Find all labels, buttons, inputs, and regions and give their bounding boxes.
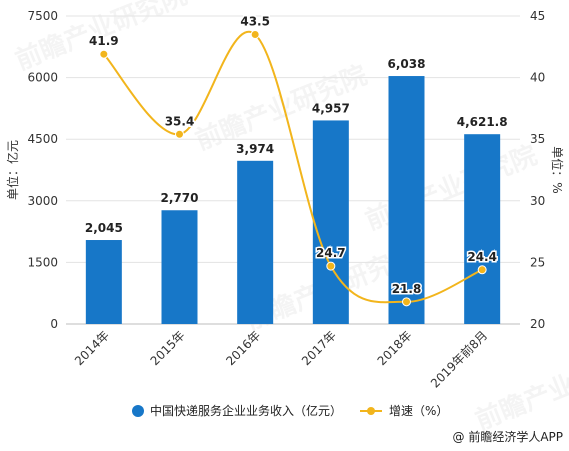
x-tick-label: 2019年前8月 [427,328,490,391]
right-tick-label: 25 [530,255,545,269]
left-tick-label: 7500 [27,9,58,23]
watermark-text: 前瞻产业研究院 [471,340,569,437]
x-tick-label: 2014年 [72,328,112,368]
legend-bar-label: 中国快递服务企业业务收入（亿元） [150,403,342,418]
right-tick-label: 30 [530,194,545,208]
line-value-label: 24.4 [467,250,497,264]
bar [388,76,425,325]
line-point [175,129,184,139]
gridlines [66,15,520,325]
right-tick-label: 20 [530,317,545,331]
growth-line [103,30,483,304]
bar-value-label: 4,957 [312,101,350,115]
bar-value-label: 3,974 [236,142,274,156]
watermark-text: 前瞻产业研究院 [361,140,541,237]
x-tick-label: 2017年 [299,328,339,368]
left-tick-label: 1500 [27,255,58,269]
right-tick-label: 35 [530,132,545,146]
line-value-label: 24.7 [316,246,346,260]
line-point [402,297,411,307]
right-axis: 20 25 30 35 40 45 [530,9,545,331]
left-tick-label: 0 [50,317,58,331]
left-tick-label: 6000 [27,71,58,85]
line-point [99,49,109,59]
bar-series: 2,045 2,770 3,974 4,957 6,038 4,621.8 [85,57,508,325]
legend-line-label: 增速（%） [389,404,448,418]
bar [312,120,349,325]
source-credit: @ 前瞻经济学人APP [453,429,564,444]
x-tick-label: 2015年 [148,328,188,368]
line-point [326,261,336,271]
line-series: 41.9 35.4 43.5 24.7 21.8 24.4 [88,13,498,307]
left-axis: 0 1500 3000 4500 6000 7500 [27,9,58,331]
line-value-label: 35.4 [165,114,195,128]
bar-value-label: 2,045 [85,221,123,235]
bar [161,210,198,324]
bar [237,160,274,324]
x-axis: 2014年 2015年 2016年 2017年 2018年 2019年前8月 [72,328,490,391]
line-point [477,265,487,275]
line-value-label: 43.5 [240,14,270,28]
bar-value-label: 6,038 [388,57,426,71]
legend: 中国快递服务企业业务收入（亿元） 增速（%） [132,403,448,418]
left-axis-title: 单位：亿元 [5,140,20,200]
legend-bar-marker [132,405,144,417]
x-tick-label: 2016年 [223,328,263,368]
bar [464,134,501,324]
line-point [250,29,260,39]
bar-value-label: 2,770 [161,191,199,205]
right-tick-label: 45 [530,9,545,23]
line-value-label: 41.9 [89,34,119,48]
left-tick-label: 4500 [27,132,58,146]
bar-value-label: 4,621.8 [457,115,508,129]
legend-line-marker-dot [367,407,375,415]
right-axis-title: 单位：% [550,146,565,193]
line-value-label: 21.8 [392,282,422,296]
right-tick-label: 40 [530,71,545,85]
bar [85,240,122,324]
left-tick-label: 3000 [27,194,58,208]
x-tick-label: 2018年 [375,328,415,368]
